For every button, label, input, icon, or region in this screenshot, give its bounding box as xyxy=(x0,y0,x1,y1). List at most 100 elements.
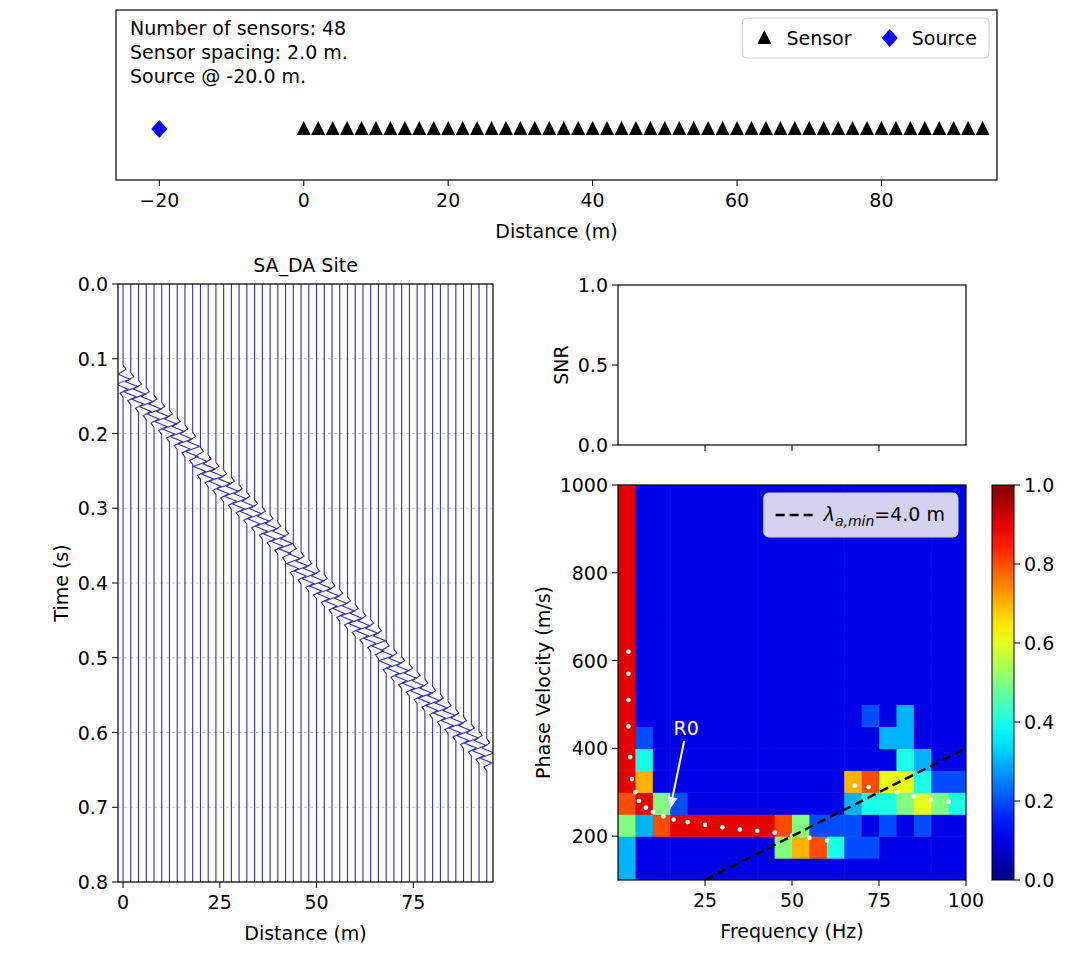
colorbar-tick-label: 0.0 xyxy=(1024,869,1054,891)
plot-frame xyxy=(116,10,997,180)
heat-cell xyxy=(862,704,880,727)
y-tick-label: 0.6 xyxy=(78,722,108,744)
heat-cell xyxy=(635,704,653,727)
heat-cell xyxy=(740,836,758,859)
heat-cell xyxy=(914,858,932,880)
trace xyxy=(356,284,370,882)
trace xyxy=(279,284,293,882)
heat-cell xyxy=(879,639,897,662)
heat-cell xyxy=(931,617,949,640)
heat-cell xyxy=(914,595,932,618)
heat-cell xyxy=(618,507,636,530)
heat-cell xyxy=(931,573,949,596)
trace xyxy=(186,284,200,882)
heat-cell xyxy=(949,595,966,618)
trace xyxy=(232,284,246,882)
heat-cell xyxy=(653,639,671,662)
point-marker xyxy=(860,121,874,135)
pick-point xyxy=(772,830,777,835)
heat-cell xyxy=(618,814,636,837)
pick-point xyxy=(628,755,633,760)
heat-cell xyxy=(740,661,758,684)
heat-cell xyxy=(670,858,688,880)
heat-cell xyxy=(757,858,775,880)
heat-cell xyxy=(670,485,688,508)
pick-point xyxy=(720,825,725,830)
y-tick-label: 800 xyxy=(572,562,608,584)
heat-cell xyxy=(914,792,932,815)
pick-point xyxy=(703,822,708,827)
heat-cell xyxy=(757,595,775,618)
plot-frame xyxy=(118,284,493,882)
colorbar-tick xyxy=(1014,880,1020,881)
grid-line xyxy=(118,358,493,359)
heat-cell xyxy=(914,770,932,793)
info-text: Number of sensors: 48 xyxy=(130,17,346,39)
heat-cell xyxy=(931,726,949,749)
grid-line xyxy=(118,583,493,584)
pick-point xyxy=(626,649,631,654)
point-marker xyxy=(716,121,730,135)
point-marker xyxy=(513,121,527,135)
pick-point xyxy=(637,799,642,804)
heat-cell xyxy=(722,617,740,640)
plot-frame xyxy=(618,485,966,880)
pick-point xyxy=(912,794,917,799)
heat-cell xyxy=(896,551,914,574)
heat-cell xyxy=(635,726,653,749)
heat-cell xyxy=(757,704,775,727)
pick-point xyxy=(738,827,743,832)
heat-cell xyxy=(688,529,706,552)
trace xyxy=(418,284,432,882)
heat-cell xyxy=(635,595,653,618)
heat-cell xyxy=(740,704,758,727)
heat-cell xyxy=(635,770,653,793)
heat-cell xyxy=(844,661,862,684)
heat-cell xyxy=(914,814,932,837)
trace xyxy=(441,284,455,882)
heat-cell xyxy=(949,792,966,815)
heat-cell xyxy=(844,617,862,640)
heat-cell xyxy=(827,595,845,618)
heat-cell xyxy=(809,661,827,684)
point-marker xyxy=(961,121,975,135)
heat-cell xyxy=(862,573,880,596)
heat-cell xyxy=(879,661,897,684)
heat-cell xyxy=(809,836,827,859)
heat-cell xyxy=(879,726,897,749)
heat-cell xyxy=(914,661,932,684)
heat-cell xyxy=(722,704,740,727)
heat-cell xyxy=(862,858,880,880)
heat-cell xyxy=(688,858,706,880)
heat-cell xyxy=(931,836,949,859)
y-tick-label: 600 xyxy=(572,650,608,672)
heat-cell xyxy=(844,551,862,574)
heat-cell xyxy=(740,726,758,749)
trace xyxy=(248,284,262,882)
x-tick xyxy=(413,882,414,888)
heat-cell xyxy=(757,836,775,859)
x-axis-title: Distance (m) xyxy=(244,922,366,944)
figure: −20020406080Distance (m)Number of sensor… xyxy=(0,0,1074,963)
trace xyxy=(263,284,277,882)
heat-cell xyxy=(653,726,671,749)
heat-cell xyxy=(844,770,862,793)
heat-cell xyxy=(827,573,845,596)
heat-cell xyxy=(653,704,671,727)
trace xyxy=(217,284,231,882)
heat-cell xyxy=(862,661,880,684)
heat-cell xyxy=(705,726,723,749)
heat-cell xyxy=(705,661,723,684)
pick-point xyxy=(633,790,638,795)
trace xyxy=(294,284,308,882)
heat-cell xyxy=(653,551,671,574)
heat-cell xyxy=(618,770,636,793)
y-tick-label: 0.0 xyxy=(78,273,108,295)
y-tick-label: 0.3 xyxy=(78,497,108,519)
heat-cell xyxy=(653,529,671,552)
trace xyxy=(271,284,285,882)
heat-cell xyxy=(618,661,636,684)
heat-cell xyxy=(670,573,688,596)
heat-cell xyxy=(809,617,827,640)
heat-cell xyxy=(931,858,949,880)
